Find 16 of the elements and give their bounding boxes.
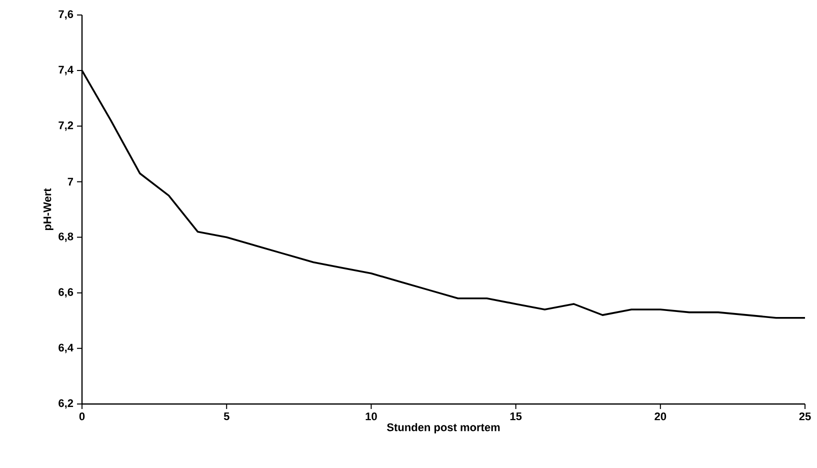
x-tick-label: 25 xyxy=(799,412,811,420)
x-tick-label: 15 xyxy=(510,412,522,420)
y-tick-label: 7,6 xyxy=(58,10,74,20)
x-tick-label: 5 xyxy=(224,412,230,420)
y-tick-label: 6,8 xyxy=(58,232,74,242)
y-tick-label: 7,4 xyxy=(58,66,74,76)
y-tick-label: 7,2 xyxy=(58,121,74,131)
y-tick-label: 6,4 xyxy=(58,344,74,354)
y-tick-label: 6,6 xyxy=(58,288,74,298)
y-tick-label: 7 xyxy=(68,178,74,186)
y-tick-label: 6,2 xyxy=(58,399,74,409)
x-tick-label: 0 xyxy=(79,412,85,420)
x-tick-label: 10 xyxy=(366,412,377,420)
x-axis-title: Stunden post mortem xyxy=(386,423,500,434)
y-axis-title: pH-Wert xyxy=(44,188,54,230)
x-tick-label: 20 xyxy=(654,412,666,420)
